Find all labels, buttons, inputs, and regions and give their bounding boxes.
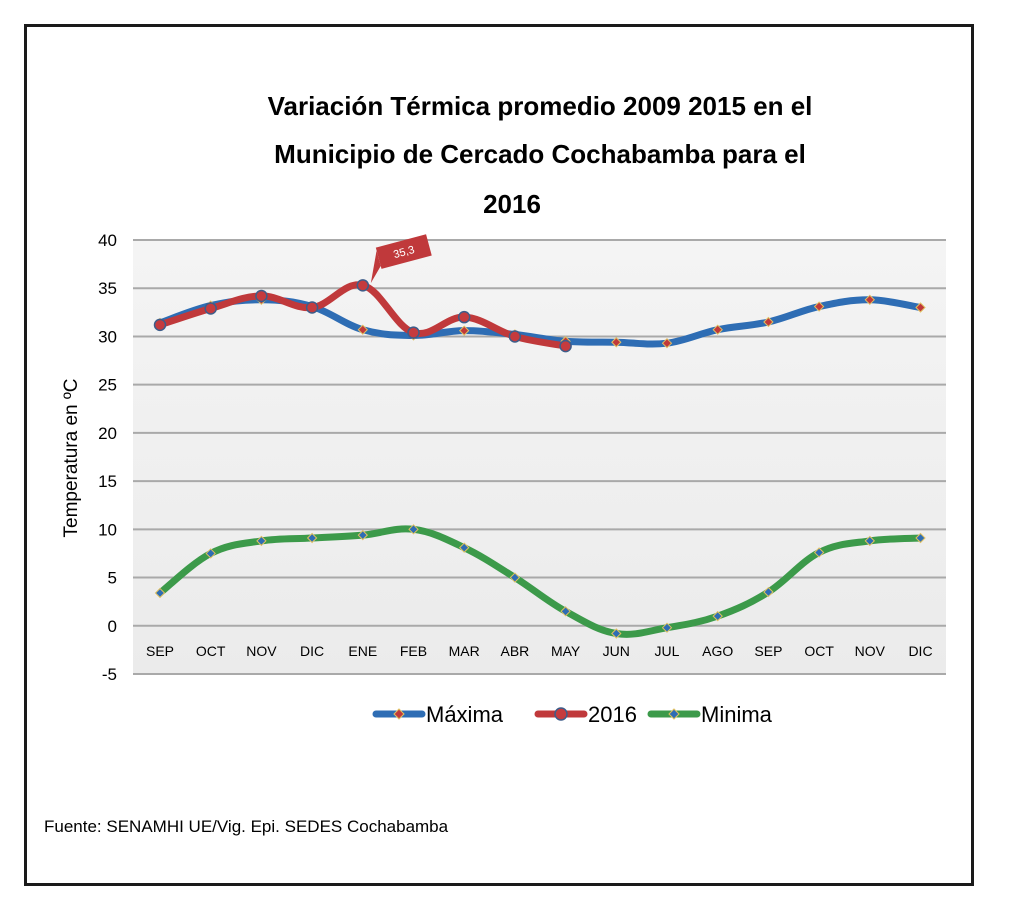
x-category-label: DIC [300,643,324,659]
chart-title-line-1: Variación Térmica promedio 2009 2015 en … [268,91,813,121]
data-point [408,524,419,535]
x-category-label: ENE [348,643,377,659]
legend-marker [668,708,680,720]
data-point [255,289,268,303]
legend-label: Máxima [426,702,504,727]
x-category-label: AGO [702,643,733,659]
x-category-label: JUN [603,643,630,659]
x-category-label: FEB [400,643,427,659]
data-point [458,542,470,553]
data-point [763,586,774,598]
data-point [611,337,622,348]
data-point [813,547,825,558]
data-point [407,326,420,339]
y-tick-label: 5 [108,569,117,588]
x-category-label: MAR [449,643,480,659]
data-point [763,316,774,328]
series-line-minima [156,525,924,638]
x-category-label: ABR [501,643,530,659]
y-tick-label: 10 [98,520,117,539]
data-point [357,324,369,335]
y-tick-label: 15 [98,472,117,491]
data-point [611,628,622,639]
data-point [560,606,571,617]
x-category-label: SEP [754,643,782,659]
data-point [509,572,521,583]
legend-item-minima: Minima [647,702,773,727]
data-point [306,532,318,544]
legend-label: 2016 [588,702,637,727]
data-point [915,532,926,544]
data-point [457,310,471,324]
data-point [153,318,167,332]
y-tick-label: 0 [108,617,117,636]
y-axis-ticks: 40 35 30 25 20 15 10 5 0 -5 [98,231,117,684]
x-category-label: OCT [804,643,834,659]
legend-item-maxima: Máxima [372,702,504,727]
data-point [205,548,216,559]
data-point [154,587,166,599]
x-category-label: JUL [655,643,680,659]
callout-label: 35,3 [392,244,416,261]
data-point [915,302,926,313]
data-point [661,622,673,633]
data-point [864,294,876,306]
chart-frame [24,24,974,886]
y-tick-label: 40 [98,231,117,250]
source-note: Fuente: SENAMHI UE/Vig. Epi. SEDES Cocha… [44,817,449,836]
series-2016 [153,279,572,353]
legend-marker [393,708,405,720]
y-axis-title: Temperatura en ºC [61,378,82,537]
series-minima [154,524,926,639]
x-category-label: NOV [246,643,277,659]
x-category-label: MAY [551,643,581,659]
series-lines [153,279,926,639]
x-category-label: OCT [196,643,226,659]
chart-title-line-3: 2016 [483,189,541,219]
data-point [204,302,217,315]
data-point [356,279,370,292]
data-point [712,610,723,622]
x-axis-categories: SEP OCT NOV DIC ENE FEB MAR ABR MAY JUN JUL AGO SEP O… [146,643,933,659]
data-point [712,324,723,335]
y-tick-label: 20 [98,424,117,443]
data-point [864,535,876,547]
data-point [508,330,522,343]
y-tick-label: 25 [98,376,117,395]
legend-label: Minima [701,702,773,727]
gridlines [133,239,946,675]
data-point [559,339,572,353]
data-point [305,301,319,314]
legend-item-2016: 2016 [534,702,637,727]
data-point [256,535,267,547]
callout-arrow [370,250,381,284]
y-tick-label: -5 [102,665,117,684]
annotations: 35,3 [370,234,432,284]
callout-35-3: 35,3 [370,234,432,284]
x-category-label: SEP [146,643,174,659]
chart-title-line-2: Municipio de Cercado Cochabamba para el [274,139,806,169]
y-tick-label: 30 [98,327,117,346]
x-category-label: NOV [855,643,886,659]
legend: Máxima 2016 Minima [372,702,773,727]
y-tick-label: 35 [98,279,117,298]
data-point [458,325,470,336]
data-point [813,301,825,312]
legend-marker [554,707,568,721]
x-category-label: DIC [908,643,932,659]
callout-box [375,234,432,269]
data-point [357,529,369,541]
data-point [661,337,673,349]
